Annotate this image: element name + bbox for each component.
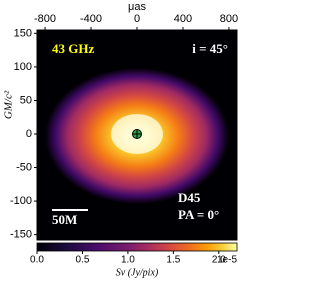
colorbar-offset: 1e-5 (217, 255, 237, 266)
x-tick-label: 800 (220, 13, 238, 25)
x-tick-label: -800 (34, 13, 56, 25)
colorbar-tick-label: 1.5 (166, 255, 180, 266)
y-tick-label: 50 (20, 94, 32, 106)
y-axis-label: GM/c² (3, 90, 15, 119)
y-tick-label: 0 (26, 128, 32, 140)
x-axis-label: μas (128, 1, 146, 13)
x-tick-label: 0 (134, 13, 140, 25)
colorbar-label: Sν (Jy/pix) (116, 267, 159, 278)
annotation: PA = 0° (178, 207, 219, 222)
y-tick-label: -150 (10, 229, 32, 241)
y-tick-label: 100 (14, 61, 32, 73)
colorbar-tick-label: 2.0 (212, 255, 226, 266)
colorbar-tick-label: 0.0 (30, 255, 44, 266)
x-tick-label: -400 (80, 13, 102, 25)
y-tick-label: -50 (16, 161, 32, 173)
colorbar-tick-label: 1.0 (121, 255, 135, 266)
annotation: i = 45° (192, 41, 228, 56)
y-tick-label: 150 (14, 27, 32, 39)
colorbar (36, 242, 238, 252)
x-tick-label: 400 (174, 13, 192, 25)
y-tick-label: -100 (10, 195, 32, 207)
colorbar-tick-label: 0.5 (76, 255, 90, 266)
annotation: D45 (178, 190, 201, 205)
annotation: 50M (52, 212, 77, 227)
chart: 43 GHz i = 45° D45 PA = 0° 50M μas GM/c²… (3, 1, 239, 278)
annotation: 43 GHz (52, 41, 94, 56)
center-cross (133, 130, 141, 138)
